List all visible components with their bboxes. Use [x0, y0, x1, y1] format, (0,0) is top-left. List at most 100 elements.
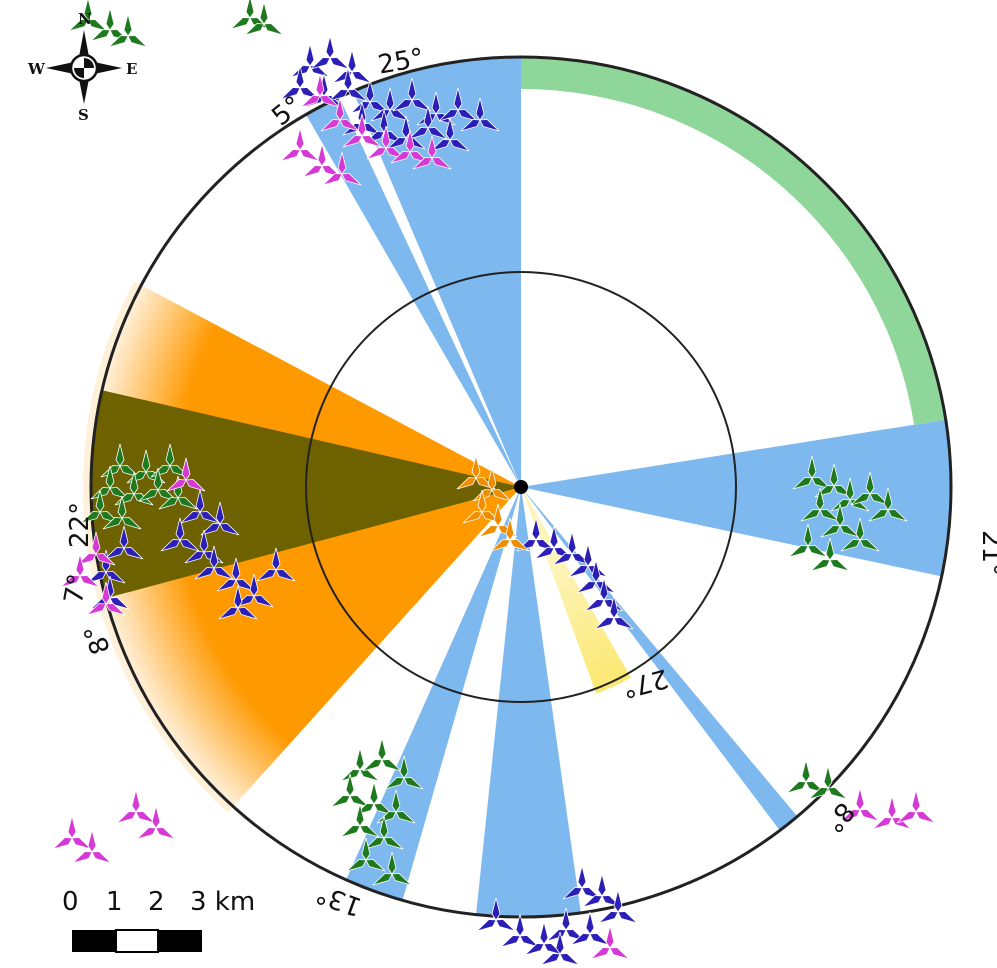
compass-north-arrow — [78, 30, 90, 62]
magenta-turbine — [322, 151, 362, 186]
green-turbine — [340, 803, 380, 838]
green-turbine — [362, 737, 402, 772]
blue-turbine — [180, 489, 220, 524]
blue-turbine — [216, 557, 256, 592]
compass-n-label: N — [78, 10, 92, 28]
compass-w-label: W — [27, 60, 46, 78]
blue-turbine — [562, 865, 602, 900]
blue-turbine — [194, 545, 234, 580]
sector-label-22: 22° — [65, 502, 95, 548]
blue-sector-southeast — [521, 487, 798, 831]
magenta-turbine — [872, 795, 912, 830]
blue-turbine — [460, 97, 500, 132]
green-turbine — [808, 765, 848, 800]
magenta-turbine — [320, 97, 360, 132]
green-turbine — [330, 773, 370, 808]
green-turbine — [372, 851, 412, 886]
blue-turbine — [218, 585, 258, 620]
magenta-turbine — [136, 805, 176, 840]
magenta-turbine — [280, 127, 320, 162]
green-turbine — [376, 789, 416, 824]
sector-label-7: 7° — [59, 572, 94, 606]
blue-turbine — [598, 889, 638, 924]
blue-turbine — [104, 525, 144, 560]
blue-sector-north-narrow — [306, 97, 521, 487]
magenta-turbine — [342, 113, 382, 148]
green-turbine — [800, 487, 840, 522]
magenta-turbine — [72, 829, 112, 864]
magenta-turbine — [86, 581, 126, 616]
green-band — [521, 57, 946, 425]
scale-tick-2: 2 — [148, 887, 165, 917]
blue-turbine — [524, 921, 564, 956]
blue-turbine — [332, 49, 372, 84]
compass-east-arrow — [94, 62, 122, 74]
green-turbine — [820, 503, 860, 538]
compass-rose: N S W E — [27, 10, 137, 124]
green-turbine — [230, 0, 270, 30]
blue-turbine — [184, 529, 224, 564]
blue-turbine — [280, 65, 320, 100]
magenta-turbine — [52, 815, 92, 850]
green-turbine — [244, 1, 284, 36]
blue-turbine — [534, 525, 574, 560]
scale-segment-2 — [115, 929, 159, 953]
sector-label-27: 27° — [619, 662, 671, 703]
blue-turbine — [200, 501, 240, 536]
yellow-sector — [521, 487, 631, 694]
compass-west-arrow — [46, 62, 74, 74]
magenta-turbine — [366, 125, 406, 160]
wind-turbines — [52, 0, 936, 966]
blue-turbine — [392, 77, 432, 112]
blue-turbine — [328, 67, 368, 102]
sector-label-21: 21° — [976, 530, 997, 576]
green-turbine — [788, 523, 828, 558]
blue-turbine — [500, 913, 540, 948]
magenta-turbine — [412, 135, 452, 170]
magenta-turbine — [60, 553, 100, 588]
green-turbine — [108, 13, 148, 48]
magenta-turbine — [896, 789, 936, 824]
magenta-turbine — [840, 787, 880, 822]
blue-turbine — [584, 577, 624, 612]
blue-turbine — [570, 911, 610, 946]
blue-sector-north — [352, 56, 521, 487]
blue-turbine — [256, 547, 296, 582]
scale-segment-1 — [72, 930, 116, 952]
green-turbine — [158, 475, 198, 510]
blue-turbine — [310, 35, 350, 70]
orange-turbine — [490, 517, 530, 552]
scale-bar: 0 1 2 3 km — [62, 887, 255, 953]
green-turbine — [346, 837, 386, 872]
magenta-turbine — [116, 789, 156, 824]
blue-turbine — [408, 105, 448, 140]
blue-turbine — [438, 87, 478, 122]
green-turbine — [810, 537, 850, 572]
compass-e-label: E — [126, 60, 137, 78]
blue-turbine — [476, 897, 516, 932]
green-turbine — [138, 467, 178, 502]
scale-tick-1: 1 — [106, 887, 123, 917]
scale-tick-3: 3 km — [190, 887, 255, 917]
green-turbine — [68, 0, 108, 32]
green-turbine — [840, 517, 880, 552]
magenta-turbine — [300, 73, 340, 108]
blue-turbine — [370, 87, 410, 122]
scale-segment-3 — [158, 930, 202, 952]
sector-label-8-southeast: 8° — [818, 796, 860, 838]
blue-turbine — [160, 517, 200, 552]
green-turbine — [384, 755, 424, 790]
green-turbine — [868, 487, 908, 522]
compass-s-label: S — [78, 106, 89, 124]
blue-turbine — [540, 931, 580, 966]
blue-sector-south-west — [346, 487, 521, 901]
green-turbine — [80, 489, 120, 524]
magenta-turbine — [166, 457, 206, 492]
sector-label-5: 5° — [266, 90, 308, 132]
center-point — [514, 480, 528, 494]
inner-range-circle — [305, 271, 737, 703]
green-turbine — [102, 495, 142, 530]
green-turbine — [364, 815, 404, 850]
scale-tick-0: 0 — [62, 887, 79, 917]
